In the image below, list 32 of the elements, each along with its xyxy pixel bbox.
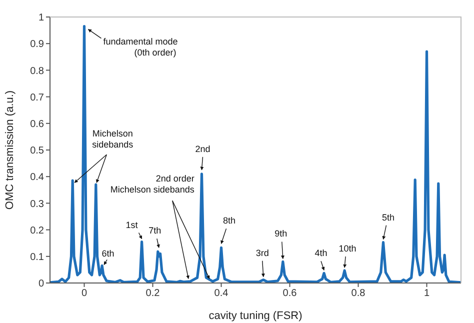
x-tick-label: 0.4 — [214, 288, 229, 300]
annotation: 8th — [222, 216, 236, 226]
x-axis-title: cavity tuning (FSR) — [208, 310, 302, 322]
y-tick-label: 0.8 — [30, 66, 44, 77]
annotation: fundamental mode (0th order) — [103, 36, 178, 58]
y-tick-label: 0.1 — [30, 252, 44, 263]
y-tick-label: 0.7 — [30, 92, 44, 104]
annotation: 1st — [126, 220, 138, 230]
annotation: 6th — [102, 248, 114, 259]
x-tick-label: 0 — [81, 288, 88, 300]
y-tick-label: 0 — [38, 278, 44, 290]
x-tick-label: 0.6 — [282, 288, 298, 300]
y-axis-title: OMC transmission (a.u.) — [4, 90, 16, 210]
y-tick-label: 0.5 — [30, 146, 44, 157]
y-tick-label: 0.3 — [30, 198, 44, 210]
annotation: 10th — [338, 244, 356, 254]
annotation: 7th — [148, 226, 162, 236]
y-tick-label: 0.6 — [30, 118, 44, 130]
annotation: 9th — [274, 228, 288, 239]
x-tick-label: 1 — [424, 288, 430, 300]
y-tick-label: 0.2 — [30, 225, 44, 236]
x-tick-label: 0.2 — [146, 288, 160, 300]
annotation: 2nd — [195, 144, 210, 154]
y-tick-label: 1 — [38, 12, 44, 24]
y-tick-label: 0.9 — [30, 39, 44, 50]
y-tick-label: 0.4 — [30, 172, 44, 184]
annotation: 5th — [382, 212, 395, 222]
annotation: 3rd — [256, 248, 269, 258]
annotation: 2nd order Michelson sidebands — [110, 174, 195, 195]
x-tick-label: 0.8 — [351, 288, 366, 300]
annotation: Michelson sidebands — [92, 128, 134, 150]
annotation: 4th — [314, 248, 328, 258]
